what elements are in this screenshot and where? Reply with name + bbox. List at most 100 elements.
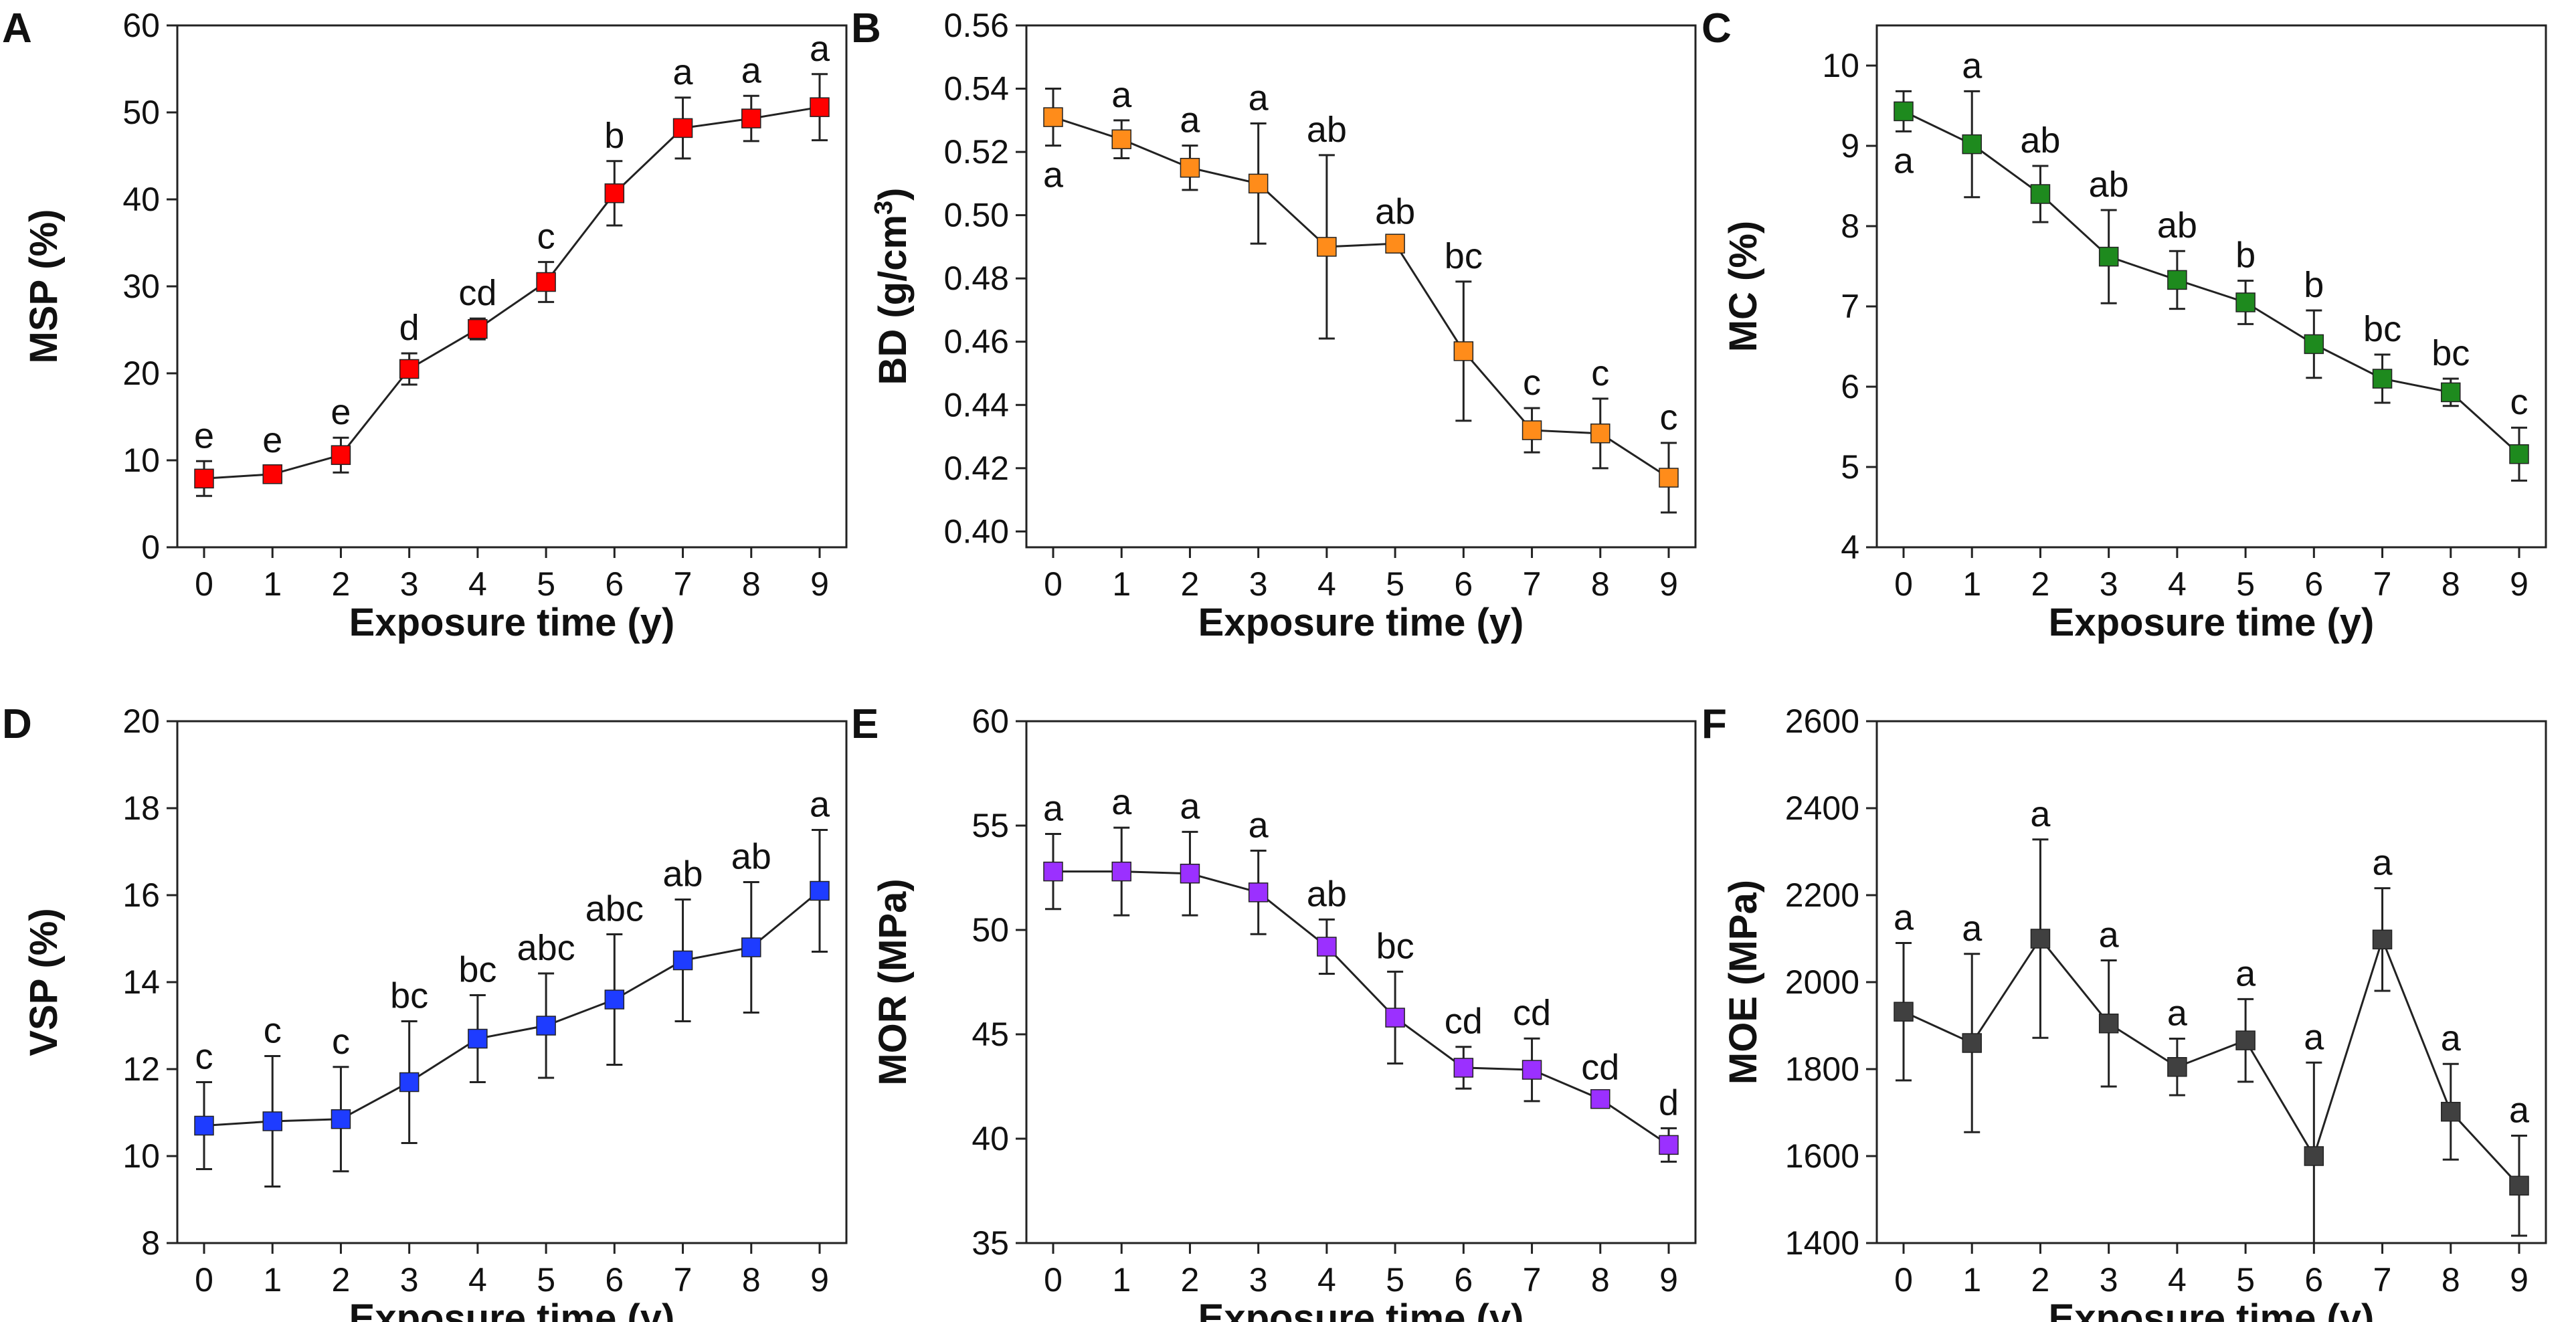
y-axis-title: MSP (%) (22, 209, 66, 364)
x-tick-label: 6 (605, 565, 624, 603)
y-tick-label: 45 (972, 1016, 1009, 1053)
x-tick-label: 3 (400, 565, 419, 603)
data-point (2235, 1030, 2256, 1050)
data-point (194, 468, 214, 489)
data-point (536, 1016, 556, 1036)
significance-label: c (1523, 363, 1541, 403)
y-tick-label: 0.40 (944, 512, 1009, 550)
data-point (2509, 1175, 2529, 1196)
significance-label: ab (2157, 205, 2197, 246)
data-point (1111, 861, 1131, 882)
y-tick-label: 0.48 (944, 260, 1009, 297)
x-tick-label: 4 (468, 565, 487, 603)
significance-label: d (399, 308, 420, 348)
data-point (1043, 107, 1063, 127)
x-tick-label: 8 (742, 1261, 761, 1299)
x-tick-label: 7 (2373, 1261, 2392, 1299)
data-point (1659, 1135, 1679, 1155)
significance-label: bc (1445, 236, 1483, 276)
significance-label: c (537, 217, 555, 257)
y-axis-title-text: MSP (%) (22, 209, 66, 364)
significance-label: c (332, 1022, 350, 1062)
x-tick-label: 1 (263, 565, 282, 603)
x-tick-label: 2 (332, 565, 351, 603)
y-tick-label: 10 (1822, 47, 1859, 84)
data-point (399, 359, 420, 379)
y-tick-label: 16 (122, 876, 160, 914)
data-point (1043, 861, 1063, 882)
significance-label: b (2235, 235, 2256, 276)
plot-frame (1025, 24, 1697, 549)
data-point (1894, 101, 1914, 122)
significance-label: ab (1307, 110, 1347, 150)
data-point (2304, 334, 2324, 355)
significance-label: a (1894, 898, 1914, 938)
significance-label: cd (1445, 1002, 1483, 1042)
data-point (262, 1111, 282, 1131)
x-tick-label: 5 (537, 565, 555, 603)
significance-label: c (264, 1011, 282, 1051)
y-tick-label: 0 (141, 529, 160, 566)
significance-label: a (1043, 788, 1064, 828)
x-axis-title: Exposure time (y) (349, 1297, 675, 1322)
data-point (1590, 423, 1611, 444)
series-line (203, 106, 820, 480)
x-tick-label: 5 (1386, 1261, 1404, 1299)
significance-label: abc (585, 889, 644, 929)
data-point (2098, 246, 2119, 267)
data-point (1659, 468, 1679, 488)
y-tick-label: 0.56 (944, 7, 1009, 44)
plot-frame (1875, 24, 2547, 549)
x-tick-label: 1 (1112, 565, 1131, 603)
data-point (1522, 1060, 1542, 1080)
significance-label: cd (1513, 993, 1551, 1033)
data-point (1962, 134, 1982, 155)
x-tick-label: 1 (263, 1261, 282, 1299)
significance-label: a (1111, 75, 1132, 115)
significance-label: a (1043, 155, 1064, 195)
significance-label: bc (458, 950, 496, 990)
y-axis-title: MC (%) (1722, 221, 1765, 353)
y-axis-title: VSP (%) (22, 908, 66, 1056)
data-point (741, 937, 761, 957)
significance-label: e (262, 420, 282, 460)
data-point (1180, 864, 1200, 884)
x-tick-label: 0 (1044, 1261, 1063, 1299)
y-tick-label: 8 (141, 1224, 160, 1262)
x-tick-label: 6 (2304, 1261, 2323, 1299)
x-tick-label: 3 (1249, 1261, 1268, 1299)
x-tick-label: 9 (1659, 1261, 1678, 1299)
data-point (2167, 270, 2187, 290)
significance-label: a (2099, 915, 2120, 955)
data-point (331, 1109, 351, 1129)
plot-frame (176, 720, 848, 1244)
y-axis-title: BD (g/cm3) (870, 187, 915, 385)
y-tick-label: 50 (972, 911, 1009, 949)
significance-label: bc (2431, 333, 2470, 373)
x-tick-label: 2 (1181, 565, 1200, 603)
y-tick-label: 40 (972, 1120, 1009, 1157)
y-tick-label: 20 (122, 702, 160, 740)
panel-letter: B (851, 5, 881, 52)
significance-label: ab (663, 854, 703, 894)
data-point (2441, 382, 2461, 403)
x-tick-label: 6 (2304, 565, 2323, 603)
x-tick-label: 0 (195, 565, 213, 603)
data-point (1522, 420, 1542, 440)
data-point (1317, 937, 1337, 957)
panel-letter: F (1701, 701, 1727, 747)
panel-F: F 1400 1600 1800 2000 2200 2400 2600 0 1 2 3 4 5 6 7 8 9 E… (1701, 701, 2547, 1322)
significance-label: c (1591, 353, 1609, 393)
significance-label: a (673, 52, 694, 92)
x-tick-label: 3 (1249, 565, 1268, 603)
data-point (1248, 173, 1269, 194)
y-axis-title-superscript: 3 (870, 201, 898, 215)
data-point (1180, 157, 1200, 178)
significance-label: a (2235, 953, 2256, 994)
y-tick-label: 2200 (1785, 876, 1859, 914)
y-tick-label: 1600 (1785, 1137, 1859, 1175)
data-point (741, 108, 761, 128)
x-tick-label: 3 (2100, 565, 2118, 603)
